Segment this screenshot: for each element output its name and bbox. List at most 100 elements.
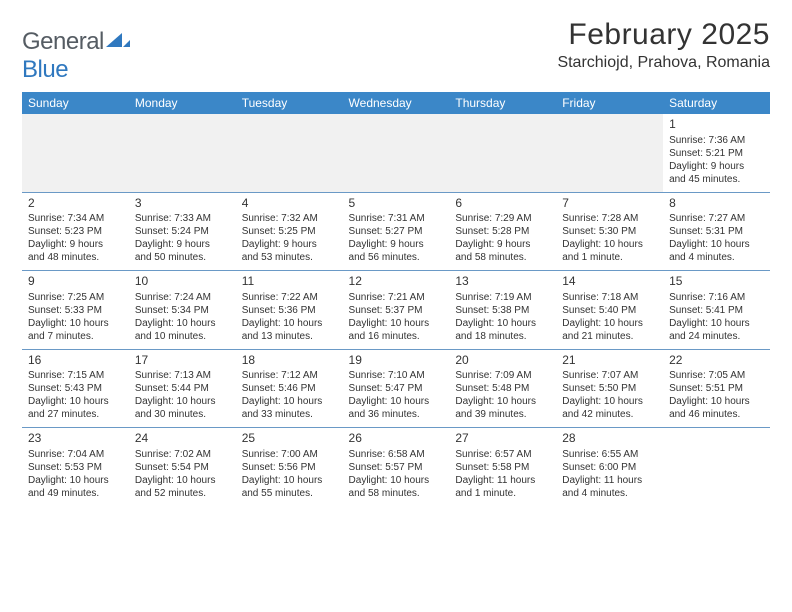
- brand-part2: Blue: [22, 56, 68, 83]
- calendar-day-cell: 10Sunrise: 7:24 AMSunset: 5:34 PMDayligh…: [129, 271, 236, 350]
- daylight-text: Daylight: 9 hours: [669, 160, 764, 173]
- sunrise-text: Sunrise: 7:27 AM: [669, 212, 764, 225]
- daylight-text: Daylight: 10 hours: [28, 474, 123, 487]
- sunrise-text: Sunrise: 7:36 AM: [669, 134, 764, 147]
- sunset-text: Sunset: 5:56 PM: [242, 461, 337, 474]
- sunrise-text: Sunrise: 7:02 AM: [135, 448, 230, 461]
- daylight-text: Daylight: 10 hours: [135, 474, 230, 487]
- day-number: 19: [349, 353, 444, 369]
- day-number: 1: [669, 117, 764, 133]
- calendar-week-row: 23Sunrise: 7:04 AMSunset: 5:53 PMDayligh…: [22, 428, 770, 506]
- sunset-text: Sunset: 5:40 PM: [562, 304, 657, 317]
- daylight-text: and 21 minutes.: [562, 330, 657, 343]
- sunset-text: Sunset: 5:46 PM: [242, 382, 337, 395]
- day-number: 7: [562, 196, 657, 212]
- daylight-text: and 27 minutes.: [28, 408, 123, 421]
- sunset-text: Sunset: 5:47 PM: [349, 382, 444, 395]
- day-number: 27: [455, 431, 550, 447]
- sunrise-text: Sunrise: 7:32 AM: [242, 212, 337, 225]
- location-text: Starchiojd, Prahova, Romania: [557, 54, 770, 72]
- day-number: 8: [669, 196, 764, 212]
- sunset-text: Sunset: 5:41 PM: [669, 304, 764, 317]
- calendar-day-cell: 21Sunrise: 7:07 AMSunset: 5:50 PMDayligh…: [556, 349, 663, 428]
- sunset-text: Sunset: 5:37 PM: [349, 304, 444, 317]
- day-number: 13: [455, 274, 550, 290]
- calendar-day-cell: 8Sunrise: 7:27 AMSunset: 5:31 PMDaylight…: [663, 192, 770, 271]
- weekday-header: Monday: [129, 92, 236, 114]
- daylight-text: and 4 minutes.: [669, 251, 764, 264]
- sunset-text: Sunset: 5:48 PM: [455, 382, 550, 395]
- brand-sail-icon: [106, 26, 130, 54]
- sunrise-text: Sunrise: 7:34 AM: [28, 212, 123, 225]
- daylight-text: and 58 minutes.: [455, 251, 550, 264]
- sunrise-text: Sunrise: 7:15 AM: [28, 369, 123, 382]
- day-number: 26: [349, 431, 444, 447]
- daylight-text: Daylight: 10 hours: [455, 317, 550, 330]
- calendar-day-cell: [449, 114, 556, 192]
- daylight-text: and 36 minutes.: [349, 408, 444, 421]
- weekday-header: Sunday: [22, 92, 129, 114]
- sunrise-text: Sunrise: 6:55 AM: [562, 448, 657, 461]
- calendar-day-cell: 25Sunrise: 7:00 AMSunset: 5:56 PMDayligh…: [236, 428, 343, 506]
- daylight-text: Daylight: 10 hours: [242, 317, 337, 330]
- calendar-day-cell: 22Sunrise: 7:05 AMSunset: 5:51 PMDayligh…: [663, 349, 770, 428]
- day-number: 14: [562, 274, 657, 290]
- sunset-text: Sunset: 6:00 PM: [562, 461, 657, 474]
- calendar-day-cell: 4Sunrise: 7:32 AMSunset: 5:25 PMDaylight…: [236, 192, 343, 271]
- daylight-text: Daylight: 9 hours: [455, 238, 550, 251]
- calendar-day-cell: 13Sunrise: 7:19 AMSunset: 5:38 PMDayligh…: [449, 271, 556, 350]
- weekday-header: Thursday: [449, 92, 556, 114]
- day-number: 10: [135, 274, 230, 290]
- sunset-text: Sunset: 5:44 PM: [135, 382, 230, 395]
- calendar-day-cell: 9Sunrise: 7:25 AMSunset: 5:33 PMDaylight…: [22, 271, 129, 350]
- sunset-text: Sunset: 5:24 PM: [135, 225, 230, 238]
- month-title: February 2025: [557, 18, 770, 52]
- day-number: 15: [669, 274, 764, 290]
- calendar-body: 1Sunrise: 7:36 AMSunset: 5:21 PMDaylight…: [22, 114, 770, 506]
- day-number: 5: [349, 196, 444, 212]
- calendar-day-cell: 26Sunrise: 6:58 AMSunset: 5:57 PMDayligh…: [343, 428, 450, 506]
- weekday-header: Wednesday: [343, 92, 450, 114]
- daylight-text: Daylight: 10 hours: [349, 317, 444, 330]
- sunset-text: Sunset: 5:30 PM: [562, 225, 657, 238]
- sunset-text: Sunset: 5:25 PM: [242, 225, 337, 238]
- daylight-text: and 13 minutes.: [242, 330, 337, 343]
- day-number: 3: [135, 196, 230, 212]
- calendar-header-row: SundayMondayTuesdayWednesdayThursdayFrid…: [22, 92, 770, 114]
- calendar-day-cell: [556, 114, 663, 192]
- calendar-day-cell: 23Sunrise: 7:04 AMSunset: 5:53 PMDayligh…: [22, 428, 129, 506]
- daylight-text: Daylight: 11 hours: [562, 474, 657, 487]
- sunrise-text: Sunrise: 7:09 AM: [455, 369, 550, 382]
- calendar-table: SundayMondayTuesdayWednesdayThursdayFrid…: [22, 92, 770, 506]
- weekday-header: Friday: [556, 92, 663, 114]
- sunrise-text: Sunrise: 7:04 AM: [28, 448, 123, 461]
- day-number: 23: [28, 431, 123, 447]
- day-number: 20: [455, 353, 550, 369]
- sunset-text: Sunset: 5:50 PM: [562, 382, 657, 395]
- calendar-day-cell: 19Sunrise: 7:10 AMSunset: 5:47 PMDayligh…: [343, 349, 450, 428]
- sunrise-text: Sunrise: 7:21 AM: [349, 291, 444, 304]
- sunset-text: Sunset: 5:28 PM: [455, 225, 550, 238]
- sunset-text: Sunset: 5:33 PM: [28, 304, 123, 317]
- sunset-text: Sunset: 5:21 PM: [669, 147, 764, 160]
- sunrise-text: Sunrise: 7:00 AM: [242, 448, 337, 461]
- daylight-text: Daylight: 10 hours: [669, 317, 764, 330]
- calendar-day-cell: [343, 114, 450, 192]
- daylight-text: and 16 minutes.: [349, 330, 444, 343]
- sunset-text: Sunset: 5:43 PM: [28, 382, 123, 395]
- calendar-day-cell: 16Sunrise: 7:15 AMSunset: 5:43 PMDayligh…: [22, 349, 129, 428]
- daylight-text: and 58 minutes.: [349, 487, 444, 500]
- calendar-day-cell: 14Sunrise: 7:18 AMSunset: 5:40 PMDayligh…: [556, 271, 663, 350]
- calendar-day-cell: 11Sunrise: 7:22 AMSunset: 5:36 PMDayligh…: [236, 271, 343, 350]
- calendar-day-cell: 20Sunrise: 7:09 AMSunset: 5:48 PMDayligh…: [449, 349, 556, 428]
- sunrise-text: Sunrise: 7:05 AM: [669, 369, 764, 382]
- sunrise-text: Sunrise: 7:22 AM: [242, 291, 337, 304]
- sunrise-text: Sunrise: 7:33 AM: [135, 212, 230, 225]
- day-number: 21: [562, 353, 657, 369]
- sunrise-text: Sunrise: 7:12 AM: [242, 369, 337, 382]
- daylight-text: Daylight: 11 hours: [455, 474, 550, 487]
- daylight-text: Daylight: 10 hours: [669, 238, 764, 251]
- daylight-text: and 1 minute.: [455, 487, 550, 500]
- daylight-text: Daylight: 10 hours: [28, 395, 123, 408]
- daylight-text: Daylight: 10 hours: [28, 317, 123, 330]
